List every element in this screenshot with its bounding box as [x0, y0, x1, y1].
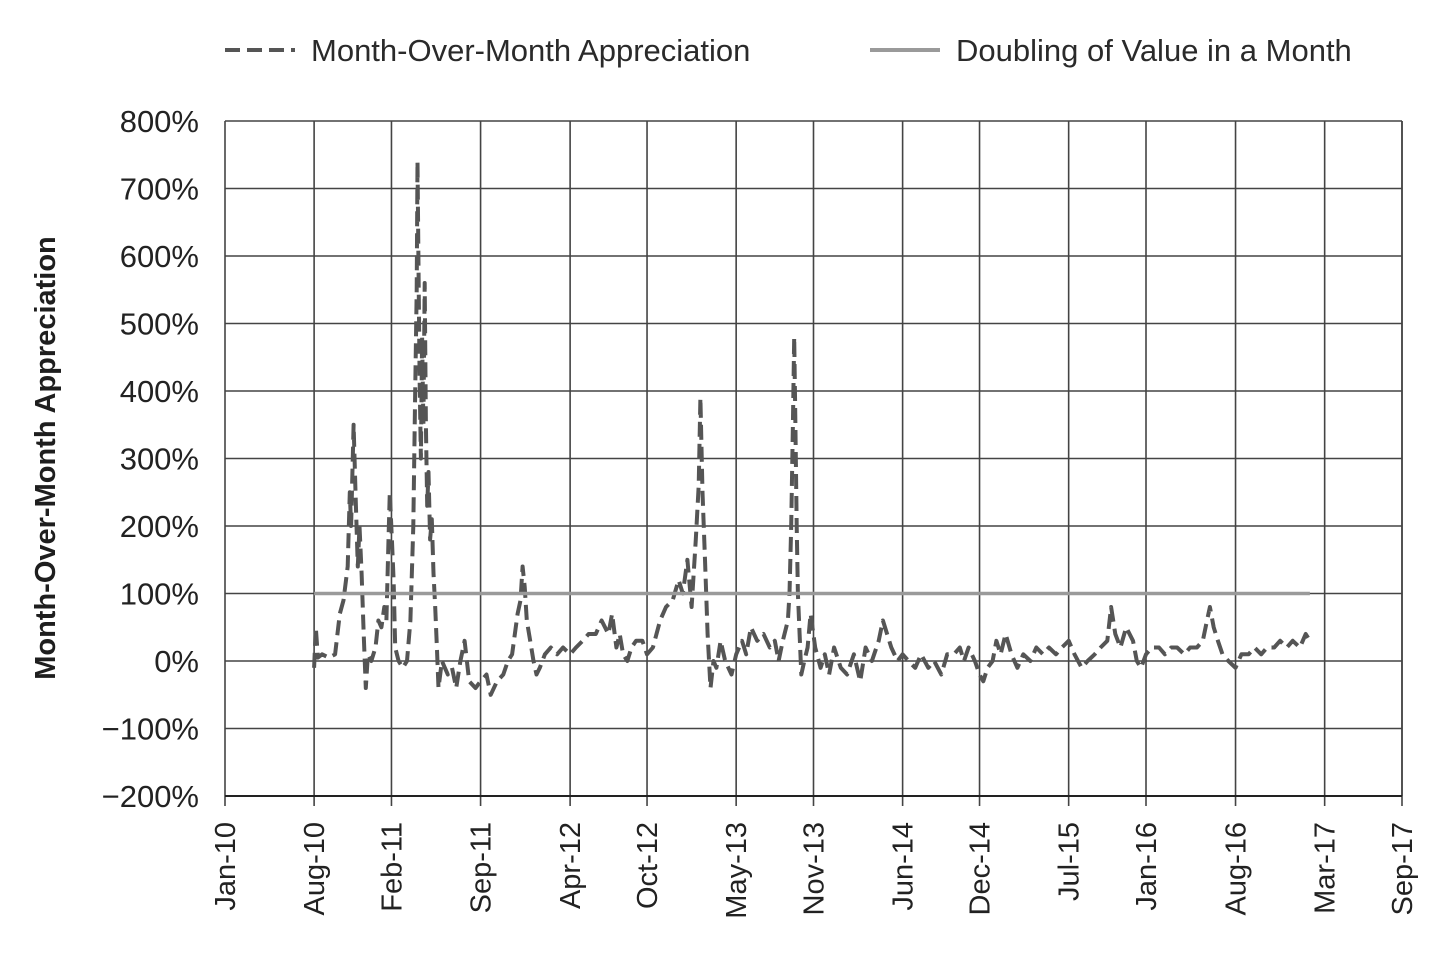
- y-tick-label: 300%: [120, 442, 199, 477]
- y-tick-label: 700%: [120, 172, 199, 207]
- legend-label-appreciation: Month-Over-Month Appreciation: [311, 33, 750, 68]
- x-axis-ticks: Jan-10 Aug-10 Feb-11 Sep-11 Apr-12 Oct-12 May-…: [210, 822, 1419, 919]
- x-tick-label: May-13: [721, 822, 753, 919]
- y-tick-label: −200%: [102, 779, 199, 814]
- x-tick-label: Sep-11: [466, 822, 498, 913]
- y-tick-label: 600%: [120, 239, 199, 274]
- series-line-appreciation: [312, 159, 1312, 697]
- x-tick-label: Jan-10: [210, 822, 242, 911]
- y-tick-label: 100%: [120, 577, 199, 612]
- x-tick-label: Nov-13: [799, 822, 831, 916]
- x-tick-label: Jun-14: [888, 822, 920, 911]
- y-tick-label: 200%: [120, 509, 199, 544]
- x-tick-label: Feb-11: [376, 822, 408, 912]
- series-layer: [312, 159, 1312, 697]
- y-axis-ticks: 800% 700% 600% 500% 400% 300% 200% 100% 0% −100% −…: [102, 104, 199, 814]
- x-tick-label: Sep-17: [1387, 822, 1419, 916]
- x-tick-label: Oct-12: [632, 822, 664, 909]
- y-tick-label: −100%: [102, 712, 199, 747]
- y-tick-label: 500%: [120, 307, 199, 342]
- y-tick-label: 400%: [120, 374, 199, 409]
- legend: Month-Over-Month Appreciation Doubling o…: [225, 33, 1352, 68]
- x-tick-label: Aug-16: [1221, 822, 1253, 916]
- x-tick-label: Dec-14: [965, 822, 997, 916]
- x-tick-label: Apr-12: [555, 822, 587, 909]
- legend-label-doubling: Doubling of Value in a Month: [956, 33, 1352, 68]
- x-tick-label: Mar-17: [1310, 822, 1342, 914]
- x-tick-label: Aug-10: [299, 822, 331, 916]
- x-tick-label: Jan-16: [1131, 822, 1163, 911]
- grid: [224, 120, 1403, 806]
- y-tick-label: 0%: [154, 644, 199, 679]
- y-axis-title: Month-Over-Month Appreciation: [30, 236, 62, 680]
- x-tick-label: Jul-15: [1054, 822, 1086, 901]
- y-tick-label: 800%: [120, 104, 199, 139]
